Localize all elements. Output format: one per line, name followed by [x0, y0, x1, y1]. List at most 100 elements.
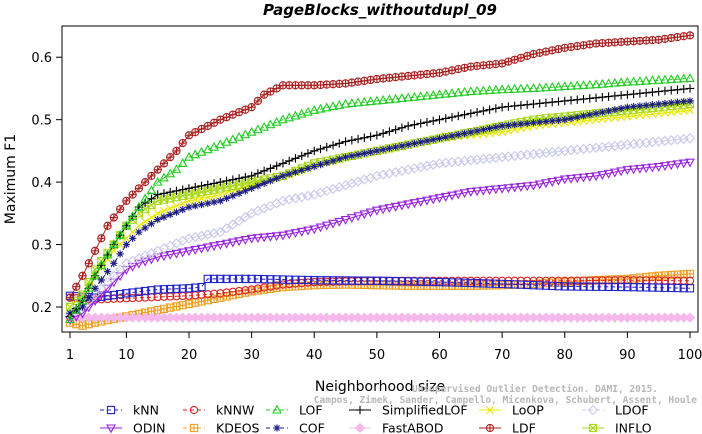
data-point — [391, 277, 400, 286]
data-point — [396, 165, 408, 177]
data-point — [647, 75, 658, 85]
data-point — [579, 94, 588, 104]
data-point — [353, 212, 364, 222]
legend-item: KDEOS — [183, 421, 260, 434]
data-point — [428, 195, 439, 205]
data-point — [235, 189, 243, 197]
data-point — [560, 276, 569, 285]
data-point — [234, 131, 245, 141]
data-point — [478, 85, 489, 95]
data-point — [247, 103, 256, 112]
data-point — [653, 162, 664, 172]
x-axis-label: Neighborhood size — [315, 379, 445, 395]
data-point — [378, 129, 388, 138]
data-point — [265, 119, 276, 129]
data-point — [241, 286, 250, 295]
data-point — [385, 276, 394, 286]
data-point — [490, 84, 501, 94]
data-point — [472, 107, 482, 117]
data-point — [209, 141, 219, 151]
data-point — [685, 31, 695, 40]
data-point — [133, 259, 144, 269]
data-point — [385, 127, 394, 136]
data-point — [653, 74, 664, 84]
data-point — [516, 101, 526, 110]
data-point — [234, 174, 244, 183]
data-point — [409, 163, 420, 174]
data-point — [328, 141, 338, 150]
data-point — [129, 234, 137, 242]
data-point — [579, 112, 588, 120]
data-point — [221, 239, 232, 249]
data-point — [535, 276, 544, 285]
data-point — [678, 73, 689, 83]
data-point — [279, 172, 287, 180]
x-tick-label: 40 — [306, 348, 323, 363]
data-point — [415, 91, 426, 101]
data-point — [91, 284, 99, 292]
data-point — [204, 199, 212, 207]
data-point — [122, 196, 131, 206]
data-point — [548, 97, 557, 107]
data-point — [159, 189, 169, 198]
data-point — [159, 285, 169, 294]
data-point — [409, 91, 420, 101]
data-point — [190, 246, 201, 255]
data-point — [484, 186, 495, 195]
data-point — [666, 161, 677, 171]
data-point — [322, 276, 331, 285]
data-point — [591, 93, 601, 103]
data-point — [341, 137, 350, 146]
x-tick-label: 60 — [431, 348, 448, 363]
data-point — [84, 259, 93, 268]
data-point — [271, 232, 282, 242]
data-point — [504, 280, 513, 289]
data-point — [398, 142, 406, 150]
data-point — [202, 144, 213, 154]
data-point — [228, 274, 237, 284]
data-point — [334, 217, 345, 227]
x-tick-label: 50 — [369, 348, 386, 363]
data-point — [454, 111, 463, 121]
data-point — [371, 170, 383, 182]
data-point — [523, 280, 532, 290]
data-point — [629, 89, 638, 99]
data-point — [485, 60, 494, 69]
data-point — [340, 216, 351, 225]
data-point — [190, 149, 201, 159]
data-point — [417, 138, 425, 146]
data-point — [290, 193, 301, 204]
data-point — [272, 275, 281, 284]
data-point — [259, 283, 269, 292]
data-point — [227, 134, 238, 144]
data-point — [584, 172, 595, 182]
data-point — [247, 285, 256, 294]
data-point — [679, 84, 688, 94]
data-point — [184, 284, 194, 293]
data-point — [448, 132, 456, 140]
data-point — [591, 172, 601, 182]
data-point — [65, 314, 75, 324]
legend-label: LoOP — [512, 403, 544, 418]
data-point — [222, 274, 231, 284]
data-point — [115, 205, 125, 214]
data-point — [147, 286, 156, 295]
data-point — [422, 277, 432, 286]
data-point — [347, 78, 356, 87]
data-point — [147, 194, 156, 203]
data-point — [177, 158, 188, 167]
data-point — [479, 126, 487, 134]
chart-title: PageBlocks_withoutdupl_09 — [263, 1, 497, 19]
data-point — [159, 206, 168, 215]
data-point — [222, 194, 231, 202]
data-point — [410, 71, 419, 80]
data-point — [604, 276, 613, 285]
data-point — [372, 131, 382, 140]
data-point — [166, 152, 175, 162]
data-point — [184, 184, 194, 193]
data-point — [642, 283, 651, 292]
data-point — [622, 166, 633, 175]
data-point — [197, 201, 206, 209]
data-point — [523, 119, 531, 128]
data-point — [290, 229, 301, 239]
